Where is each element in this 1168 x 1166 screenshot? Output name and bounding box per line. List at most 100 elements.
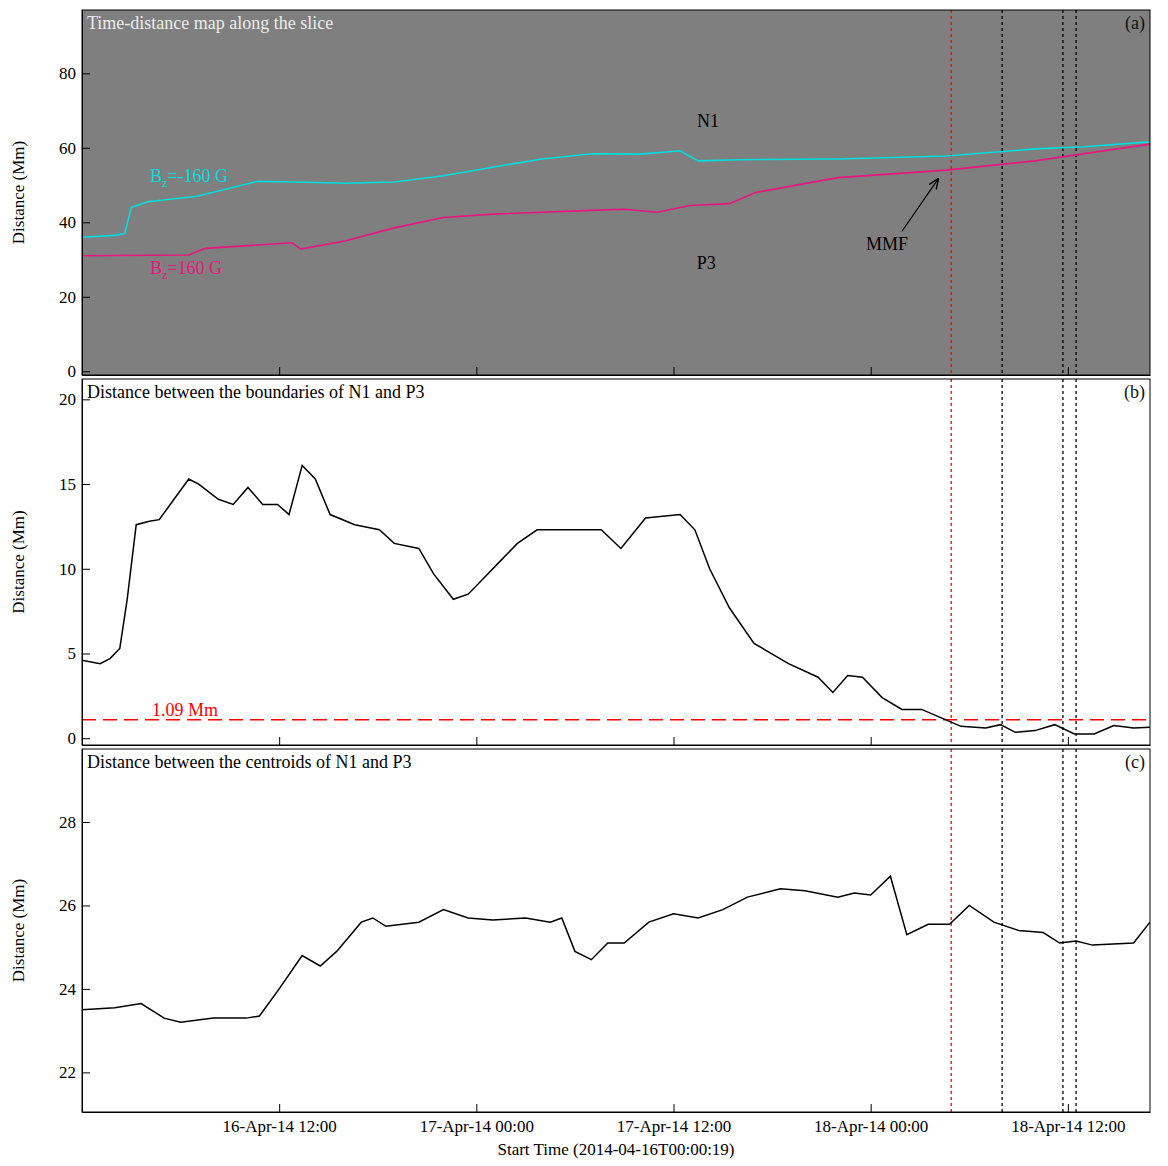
figure: 020406080Distance (Mm)Time-distance map … bbox=[0, 0, 1168, 1166]
plot-frame bbox=[82, 10, 1150, 375]
panel-title: Distance between the centroids of N1 and… bbox=[87, 752, 411, 772]
x-tick bbox=[1068, 737, 1069, 745]
y-tick: 80 bbox=[59, 64, 90, 83]
x-axis bbox=[83, 737, 1151, 746]
vertical-marker bbox=[951, 379, 952, 745]
y-tick-mark bbox=[82, 371, 90, 372]
y-tick-label: 24 bbox=[59, 980, 77, 999]
vertical-marker bbox=[1062, 10, 1063, 375]
y-tick: 15 bbox=[59, 475, 90, 494]
y-tick-label: 22 bbox=[59, 1063, 76, 1082]
series-line bbox=[82, 142, 1150, 237]
x-tick bbox=[279, 737, 280, 745]
label-part: B bbox=[150, 258, 162, 278]
x-tick: 16-Apr-14 12:00 bbox=[222, 1104, 336, 1136]
x-tick-mark bbox=[674, 737, 675, 745]
y-tick-mark bbox=[82, 989, 90, 990]
x-tick-label: 17-Apr-14 12:00 bbox=[617, 1117, 731, 1136]
y-tick-label: 40 bbox=[59, 213, 76, 232]
y-tick-mark bbox=[82, 148, 90, 149]
y-tick: 24 bbox=[59, 980, 90, 999]
x-tick: 17-Apr-14 12:00 bbox=[617, 1104, 731, 1136]
y-tick-label: 20 bbox=[59, 390, 76, 409]
y-tick: 20 bbox=[59, 390, 90, 409]
x-tick: 17-Apr-14 00:00 bbox=[420, 1104, 534, 1136]
label-part: =160 G bbox=[167, 258, 222, 278]
y-tick-label: 20 bbox=[59, 288, 76, 307]
label-part: =-160 G bbox=[167, 166, 228, 186]
vertical-marker bbox=[1075, 749, 1076, 1112]
panel-1: 0 5 10 15 20 Distance (Mm) Distance between th… bbox=[9, 379, 1151, 748]
x-tick: 18-Apr-14 12:00 bbox=[1011, 1104, 1125, 1136]
y-tick-mark bbox=[82, 222, 90, 223]
y-axis-title: Distance (Mm) bbox=[9, 510, 28, 613]
y-tick: 20 bbox=[59, 288, 90, 307]
x-tick-mark bbox=[871, 367, 872, 375]
x-tick bbox=[674, 367, 675, 375]
x-tick bbox=[476, 737, 477, 745]
vertical-marker bbox=[1062, 379, 1063, 745]
y-tick-mark bbox=[82, 484, 90, 485]
x-tick-label: 16-Apr-14 12:00 bbox=[222, 1117, 336, 1136]
x-tick-mark bbox=[1068, 737, 1069, 745]
series-line bbox=[82, 144, 1150, 256]
y-axis-title: Distance (Mm) bbox=[9, 141, 28, 244]
panel-2: 16-Apr-14 12:00 17-Apr-14 00:00 17-Apr-14 … bbox=[9, 749, 1151, 1159]
y-tick-label: 15 bbox=[59, 475, 76, 494]
y-tick: 28 bbox=[59, 813, 90, 832]
y-tick-label: 26 bbox=[59, 896, 76, 915]
y-tick: 5 bbox=[68, 644, 91, 663]
annotation: N1 bbox=[697, 111, 719, 131]
y-axis: 0 5 10 15 20 bbox=[59, 380, 90, 749]
panel-title: Distance between the boundaries of N1 an… bbox=[87, 382, 424, 402]
y-tick: 26 bbox=[59, 896, 90, 915]
x-tick bbox=[674, 737, 675, 745]
y-tick-label: 80 bbox=[59, 64, 76, 83]
panel-letter: (a) bbox=[1125, 13, 1145, 34]
y-tick-mark bbox=[82, 569, 90, 570]
x-tick bbox=[476, 367, 477, 375]
x-tick bbox=[871, 367, 872, 375]
y-tick-mark bbox=[82, 822, 90, 823]
plot-frame bbox=[82, 379, 1150, 745]
vertical-marker bbox=[1075, 379, 1076, 745]
plot-area bbox=[82, 749, 1150, 1112]
annotation: MMF bbox=[866, 234, 908, 254]
y-tick-mark bbox=[82, 73, 90, 74]
y-axis: 22 24 26 28 bbox=[59, 750, 90, 1113]
x-tick-mark bbox=[476, 1104, 477, 1112]
x-tick-label: 18-Apr-14 12:00 bbox=[1011, 1117, 1125, 1136]
y-tick: 10 bbox=[59, 560, 90, 579]
series-line bbox=[82, 465, 1150, 734]
threshold-line bbox=[82, 719, 1150, 720]
y-tick-label: 28 bbox=[59, 813, 76, 832]
y-tick-mark bbox=[82, 1072, 90, 1073]
panel-0: 020406080Distance (Mm)Time-distance map … bbox=[9, 10, 1151, 381]
x-tick bbox=[1068, 367, 1069, 375]
y-tick-mark bbox=[82, 654, 90, 655]
y-tick-label: 0 bbox=[68, 729, 77, 748]
panel-letter: (c) bbox=[1125, 752, 1145, 773]
x-tick-mark bbox=[476, 737, 477, 745]
vertical-marker bbox=[951, 749, 952, 1112]
vertical-marker bbox=[1062, 749, 1063, 1112]
x-axis bbox=[83, 367, 1151, 376]
y-axis-title: Distance (Mm) bbox=[9, 879, 28, 982]
x-tick-mark bbox=[871, 1104, 872, 1112]
x-tick-mark bbox=[279, 1104, 280, 1112]
vertical-marker bbox=[1075, 10, 1076, 375]
vertical-marker bbox=[1001, 10, 1002, 375]
x-tick-mark bbox=[674, 367, 675, 375]
plot-frame bbox=[82, 749, 1150, 1112]
x-tick: 18-Apr-14 00:00 bbox=[814, 1104, 928, 1136]
y-tick-mark bbox=[82, 297, 90, 298]
panel-title: Time-distance map along the slice bbox=[87, 13, 333, 33]
label-part: B bbox=[150, 166, 162, 186]
x-axis: 16-Apr-14 12:00 17-Apr-14 00:00 17-Apr-14 … bbox=[83, 1104, 1151, 1136]
vertical-marker bbox=[951, 10, 952, 375]
y-tick-mark bbox=[82, 738, 90, 739]
x-tick-label: 17-Apr-14 00:00 bbox=[420, 1117, 534, 1136]
plot-area bbox=[82, 379, 1150, 745]
x-tick bbox=[279, 367, 280, 375]
x-tick-mark bbox=[279, 737, 280, 745]
